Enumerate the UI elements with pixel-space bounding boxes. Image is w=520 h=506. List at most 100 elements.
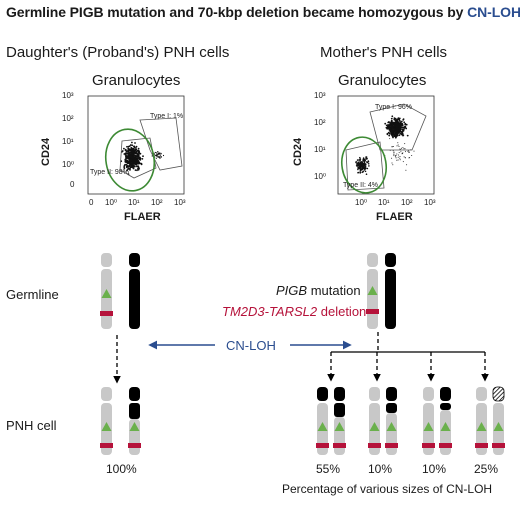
flow-event-dot [357,168,359,171]
flow-event-dot [398,127,401,130]
left-xtick-5: 10³ [174,198,186,207]
flow-event-dot [133,165,136,168]
flow-event-dot [127,145,130,148]
flow-event-dot [126,145,128,148]
flow-event-dot [155,157,157,159]
flow-event-dot [402,152,404,154]
flow-event-dot [390,133,393,136]
flow-event-dot [402,147,404,149]
flow-event-dot [392,146,394,147]
flow-event-dot [413,150,415,152]
right-xtick-3: 10² [401,198,413,207]
flow-event-dot [405,123,408,126]
flow-event-dot [390,119,393,122]
flow-event-dot [399,159,401,161]
left-xtick-4: 10² [151,198,163,207]
flow-event-dot [402,119,405,121]
right-plot-frame [337,95,435,195]
flow-event-dot [384,122,387,125]
flow-event-dot [135,145,138,148]
flow-event-dot [132,155,135,158]
flow-event-dot [405,169,407,171]
flow-event-dot [402,161,404,163]
flow-event-dot [155,154,157,156]
chrom-black-p [129,253,140,267]
right-xtick-1: 10⁰ [355,198,368,207]
flow-event-dot [385,126,388,129]
flow-event-dot [388,121,390,123]
flow-event-dot [361,161,364,163]
mother-pnh-pair-1 [316,387,346,455]
flow-event-dot [158,152,160,154]
flow-event-dot [159,152,161,154]
flow-event-dot [160,156,162,158]
flow-event-dot [404,151,406,153]
flow-event-dot [389,132,391,135]
flow-event-dot [124,160,127,163]
flow-event-dot [158,155,160,157]
flow-event-dot [408,150,410,152]
right-ytick-3: 10¹ [314,145,326,154]
flow-event-dot [159,154,161,156]
flow-event-dot [403,156,405,158]
left-green-ellipse [104,128,156,192]
flow-event-dot [397,144,399,146]
flow-event-dot [138,152,141,154]
flow-event-dot [358,162,361,164]
flow-event-dot [411,155,413,156]
flow-event-dot [139,156,141,159]
flow-event-dot [397,118,399,120]
flow-event-dot [362,159,364,162]
flow-event-dot [395,120,398,123]
flow-event-dot [397,142,399,144]
flow-event-dot [393,152,395,154]
flow-event-dot [157,156,159,158]
flow-event-dot [396,145,398,147]
flow-event-dot [125,163,128,166]
flow-event-dot [394,131,397,134]
flow-event-dot [368,165,370,167]
flow-event-dot [129,144,132,146]
flow-event-dot [156,156,158,158]
flow-event-dot [364,158,366,161]
deletion-marker [100,311,113,316]
flow-event-dot [357,164,360,167]
left-flow-plot [87,95,185,195]
flow-event-dot [389,128,392,131]
flow-event-dot [401,124,404,127]
flow-event-dot [355,161,357,164]
flow-event-dot [359,158,361,161]
flow-event-dot [406,134,409,137]
flow-event-dot [391,157,393,159]
flow-event-dot [137,147,140,150]
flow-event-dot [396,153,398,155]
mother-pnh-pair-4 [475,386,505,455]
flow-event-dot [393,122,396,124]
right-green-ellipse [340,136,388,194]
flow-event-dot [363,166,365,169]
flow-event-dot [388,134,391,137]
row-label-pnh-cell: PNH cell [6,418,57,433]
flow-event-dot [126,159,129,162]
legend-pigb-mutation: PIGB mutation [276,283,361,298]
flow-event-dot [396,127,399,130]
flow-event-dot [393,118,396,121]
flow-event-dot [157,151,159,153]
mother-pnh-pair-3 [422,387,452,455]
flow-event-dot [366,167,369,170]
left-ytick-3: 10¹ [62,137,74,146]
footnote: Percentage of various sizes of CN-LOH [282,482,493,496]
left-ytick-5: 0 [70,180,75,189]
flow-event-dot [363,160,366,163]
left-xtick-1: 0 [89,198,94,207]
flow-event-dot [400,131,402,133]
left-ylabel: CD24 [40,137,52,166]
flow-event-dot [357,163,360,166]
flow-event-dot [365,163,367,165]
flow-event-dot [134,169,137,172]
flow-event-dot [406,164,408,166]
flow-event-dot [397,123,399,126]
right-xlabel: FLAER [376,211,413,223]
flow-event-dot [124,154,127,156]
